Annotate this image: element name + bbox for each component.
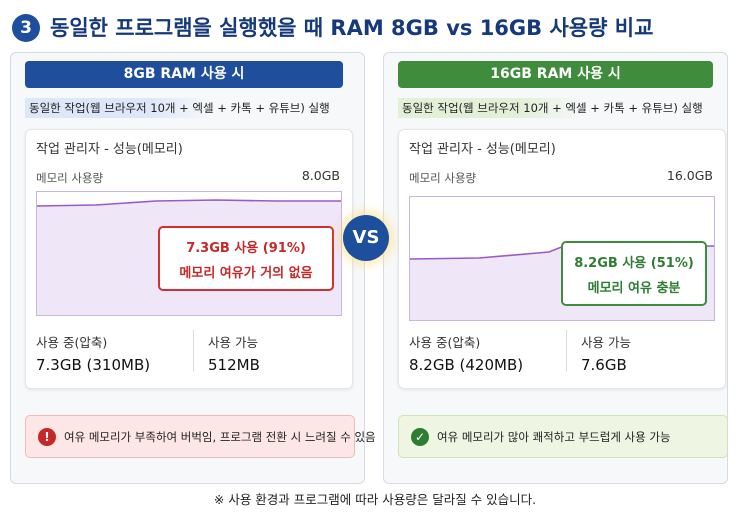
stat-divider xyxy=(566,330,567,372)
callout: 8.2GB 사용 (51%) 메모리 여유 충분 xyxy=(561,241,707,306)
footnote: ※ 사용 환경과 프로그램에 따라 사용량은 달라질 수 있습니다. xyxy=(213,492,537,507)
memory-label: 메모리 사용량 xyxy=(409,171,477,185)
memory-total: 16.0GB xyxy=(666,168,713,183)
note-text: 여유 메모리가 많아 쾌적하고 부드럽게 사용 가능 xyxy=(437,429,671,444)
callout-line: 7.3GB 사용 (91%) xyxy=(186,240,306,256)
stat-value: 8.2GB (420MB) xyxy=(409,356,524,374)
callout: 7.3GB 사용 (91%) 메모리 여유가 거의 없음 xyxy=(158,226,334,291)
stat-label: 사용 중(압축) xyxy=(36,335,108,350)
note-text: 여유 메모리가 부족하여 버벅임, 프로그램 전환 시 느려질 수 있음 xyxy=(64,429,376,444)
window-card: 작업 관리자 - 성능(메모리) 메모리 사용량 16.0GB 8.2GB 사용 (5… xyxy=(398,129,726,389)
stat-value: 7.3GB (310MB) xyxy=(36,356,151,374)
window-title: 작업 관리자 - 성능(메모리) xyxy=(409,142,556,157)
callout-line: 메모리 여유가 거의 없음 xyxy=(179,265,313,281)
scenario: 동일한 작업(웹 브라우저 10개 + 엑셀 + 카톡 + 유튜브) 실행 xyxy=(398,98,707,118)
callout-line: 8.2GB 사용 (51%) xyxy=(574,255,694,271)
stat-divider xyxy=(193,330,194,372)
header-badge: 3 xyxy=(12,14,40,42)
panel-title: 16GB RAM 사용 시 xyxy=(398,61,713,88)
stat-value: 512MB xyxy=(208,356,260,374)
memory-total: 8.0GB xyxy=(301,168,340,183)
header-title: 동일한 프로그램을 실행했을 때 RAM 8GB vs 16GB 사용량 비교 xyxy=(50,16,654,40)
graph-shape xyxy=(36,199,341,207)
vs-badge: VS xyxy=(343,215,389,261)
stat-label: 사용 가능 xyxy=(581,335,631,350)
graph-shape xyxy=(409,196,715,321)
stat-label: 사용 중(압축) xyxy=(409,335,481,350)
graph-shape xyxy=(36,191,342,316)
stat-label: 사용 가능 xyxy=(208,335,258,350)
panel-title: 8GB RAM 사용 시 xyxy=(25,61,343,88)
window-card: 작업 관리자 - 성능(메모리) 메모리 사용량 8.0GB 7.3GB 사용 (91… xyxy=(25,129,353,389)
note-icon: ✓ xyxy=(411,427,429,446)
memory-label: 메모리 사용량 xyxy=(36,171,104,185)
scenario: 동일한 작업(웹 브라우저 10개 + 엑셀 + 카톡 + 유튜브) 실행 xyxy=(25,98,334,118)
note: ! 여유 메모리가 부족하여 버벅임, 프로그램 전환 시 느려질 수 있음 xyxy=(25,415,376,458)
note-icon: ! xyxy=(38,427,56,446)
note: ✓ 여유 메모리가 많아 쾌적하고 부드럽게 사용 가능 xyxy=(398,415,728,458)
stat-value: 7.6GB xyxy=(581,356,627,374)
window-title: 작업 관리자 - 성능(메모리) xyxy=(36,142,183,157)
callout-line: 메모리 여유 충분 xyxy=(587,280,681,296)
